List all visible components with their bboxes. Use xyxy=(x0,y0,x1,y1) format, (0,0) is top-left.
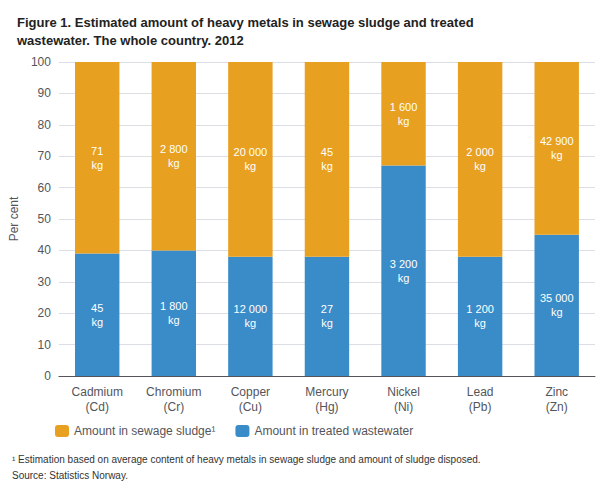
svg-text:kg: kg xyxy=(245,160,257,172)
svg-text:2 000: 2 000 xyxy=(466,146,494,158)
svg-text:20: 20 xyxy=(38,306,52,320)
svg-text:12 000: 12 000 xyxy=(234,303,268,315)
svg-text:kg: kg xyxy=(398,115,410,127)
svg-text:20 000: 20 000 xyxy=(234,146,268,158)
svg-text:kg: kg xyxy=(168,314,180,326)
svg-text:(Cr): (Cr) xyxy=(163,400,184,414)
svg-text:45: 45 xyxy=(91,302,103,314)
svg-text:kg: kg xyxy=(474,317,486,329)
svg-text:70: 70 xyxy=(38,149,52,163)
svg-text:50: 50 xyxy=(38,212,52,226)
svg-text:kg: kg xyxy=(551,306,563,318)
svg-text:(Pb): (Pb) xyxy=(469,400,492,414)
svg-text:kg: kg xyxy=(474,160,486,172)
svg-text:90: 90 xyxy=(38,86,52,100)
svg-text:kg: kg xyxy=(91,159,103,171)
svg-text:kg: kg xyxy=(398,272,410,284)
svg-text:Source: Statistics Norway.: Source: Statistics Norway. xyxy=(12,470,128,481)
svg-text:Copper: Copper xyxy=(231,385,270,399)
svg-text:Nickel: Nickel xyxy=(387,385,420,399)
svg-text:(Zn): (Zn) xyxy=(546,400,568,414)
svg-text:40: 40 xyxy=(38,243,52,257)
svg-text:3 200: 3 200 xyxy=(390,258,418,270)
svg-text:(Cd): (Cd) xyxy=(86,400,109,414)
svg-text:0: 0 xyxy=(44,369,51,383)
svg-text:Mercury: Mercury xyxy=(305,385,348,399)
svg-text:Figure 1. Estimated amount of: Figure 1. Estimated amount of heavy meta… xyxy=(17,15,474,30)
svg-text:kg: kg xyxy=(91,316,103,328)
svg-text:kg: kg xyxy=(321,317,333,329)
svg-text:kg: kg xyxy=(168,157,180,169)
svg-text:Amount in treated wastewater: Amount in treated wastewater xyxy=(254,424,413,438)
svg-text:35 000: 35 000 xyxy=(540,292,574,304)
svg-text:2 800: 2 800 xyxy=(160,143,188,155)
svg-text:1 800: 1 800 xyxy=(160,300,188,312)
svg-text:1 200: 1 200 xyxy=(466,303,494,315)
svg-text:Chromium: Chromium xyxy=(146,385,201,399)
svg-text:kg: kg xyxy=(245,317,257,329)
svg-text:(Cu): (Cu) xyxy=(239,400,262,414)
svg-text:¹ Estimation based on average: ¹ Estimation based on average content of… xyxy=(12,454,481,465)
svg-text:Zinc: Zinc xyxy=(545,385,568,399)
svg-text:(Hg): (Hg) xyxy=(315,400,338,414)
svg-text:kg: kg xyxy=(551,149,563,161)
svg-text:Lead: Lead xyxy=(467,385,494,399)
svg-text:Cadmium: Cadmium xyxy=(72,385,123,399)
svg-text:10: 10 xyxy=(38,338,52,352)
svg-text:kg: kg xyxy=(321,160,333,172)
svg-text:Per cent: Per cent xyxy=(7,196,21,241)
svg-text:42 900: 42 900 xyxy=(540,135,574,147)
svg-text:45: 45 xyxy=(321,146,333,158)
svg-text:80: 80 xyxy=(38,118,52,132)
svg-text:wastewater. The whole country.: wastewater. The whole country. 2012 xyxy=(16,33,244,48)
svg-text:30: 30 xyxy=(38,275,52,289)
svg-text:Amount in sewage sludge¹: Amount in sewage sludge¹ xyxy=(74,424,215,438)
svg-text:27: 27 xyxy=(321,303,333,315)
svg-text:60: 60 xyxy=(38,181,52,195)
svg-text:100: 100 xyxy=(31,55,51,69)
svg-text:1 600: 1 600 xyxy=(390,101,418,113)
svg-text:71: 71 xyxy=(91,145,103,157)
svg-text:(Ni): (Ni) xyxy=(394,400,413,414)
